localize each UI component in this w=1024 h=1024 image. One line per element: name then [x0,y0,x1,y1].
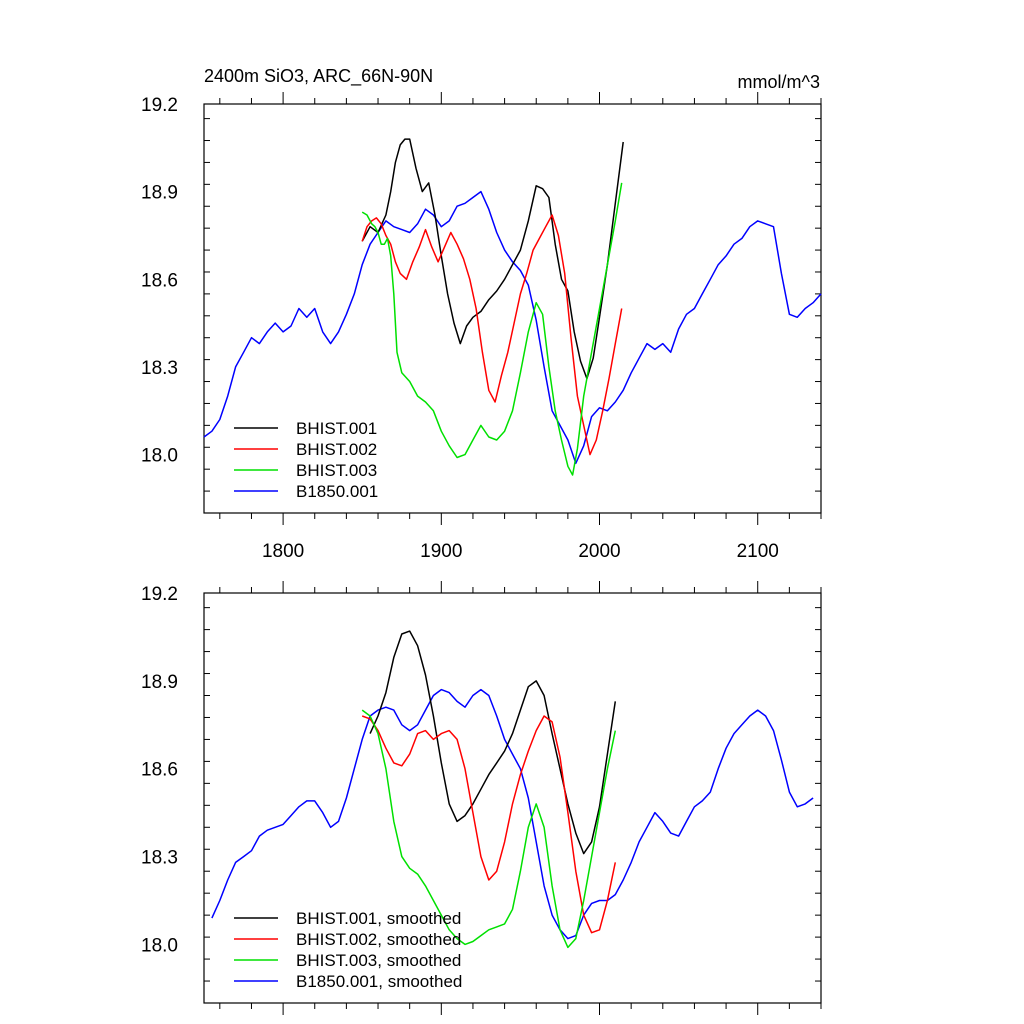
y-tick-label: 18.6 [141,760,178,781]
legend-label: BHIST.003, smoothed [296,951,461,970]
series-line-bhist-002 [361,214,623,456]
x-tick-label: 2000 [578,541,620,562]
series-line-b1850-001 [203,190,822,465]
y-tick-label: 18.0 [141,446,178,467]
series-line-bhist-003-smoothed [361,709,617,949]
series-line-bhist-002-smoothed [361,715,617,934]
legend-label: BHIST.002 [296,440,377,459]
chart-panel-bottom: 18.0 18.3 18.6 18.9 19.2 BHIST.001, smoothed B… [141,581,822,1015]
y-tick-label: 18.0 [141,935,178,956]
series-line-b1850-001-smoothed [211,688,814,940]
y-tick-label: 18.3 [141,358,178,379]
legend-label: BHIST.002, smoothed [296,930,461,949]
figure-title: 2400m SiO3, ARC_66N-90N [204,66,433,87]
chart-panel-top: 18.0 18.3 18.6 18.9 19.2 1800 1900 2000 2100 BHIS… [141,92,822,562]
series-line-bhist-001-smoothed [369,630,617,855]
y-tick-label: 18.9 [141,672,178,693]
legend-label: BHIST.003 [296,461,377,480]
series-line-bhist-001 [361,138,624,380]
y-tick-label: 18.6 [141,270,178,291]
legend-label: B1850.001 [296,482,378,501]
y-tick-label: 18.9 [141,183,178,204]
x-tick-label: 1800 [262,541,304,562]
legend-label: BHIST.001 [296,419,377,438]
plot-frame [203,103,822,514]
plot-frame [203,592,822,1004]
y-tick-label: 18.3 [141,848,178,869]
legend-label: BHIST.001, smoothed [296,909,461,928]
legend-label: B1850.001, smoothed [296,972,462,991]
y-tick-label: 19.2 [141,95,178,116]
units-label: mmol/m^3 [738,72,820,92]
x-tick-label: 1900 [420,541,462,562]
y-tick-label: 19.2 [141,584,178,605]
series-line-bhist-003 [361,182,623,476]
x-tick-label: 2100 [737,541,779,562]
